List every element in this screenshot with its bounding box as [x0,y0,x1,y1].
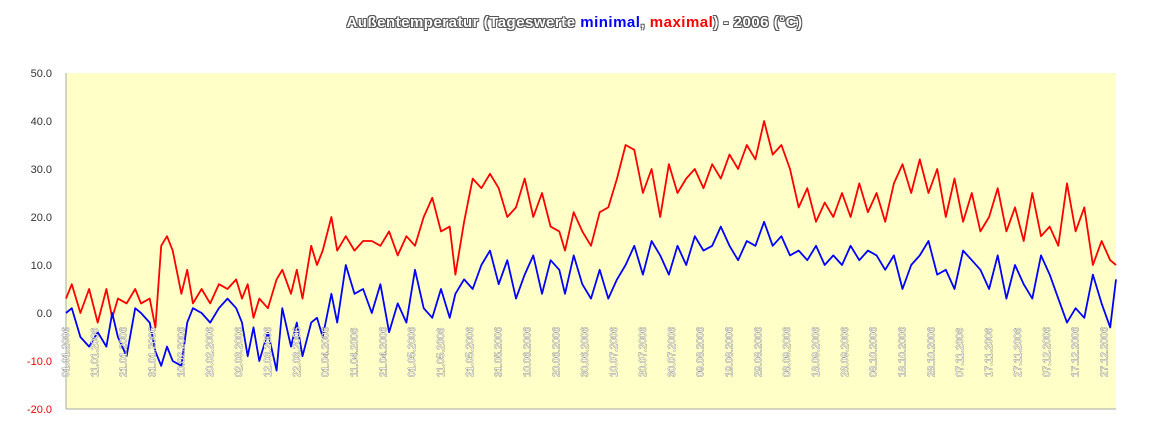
x-tick-label: 17.11.2006 [984,327,995,377]
x-tick-label: 20.02.2006 [205,327,216,377]
plot-area [66,73,1116,409]
x-tick-label: 30.06.2006 [580,327,591,377]
x-tick-label: 11.04.2006 [349,327,360,377]
x-tick-label: 08.09.2006 [782,327,793,377]
chart-title-min-word: minimal [580,14,641,31]
x-tick-label: 28.10.2006 [926,327,937,377]
y-tick-label: 50.0 [31,68,52,80]
x-tick-label: 21.01.2006 [119,327,130,377]
x-tick-label: 21.04.2006 [378,327,389,377]
x-tick-label: 20.07.2006 [638,327,649,377]
x-tick-label: 01.05.2006 [407,327,418,377]
x-tick-label: 18.10.2006 [898,327,909,377]
x-tick-label: 07.11.2006 [955,327,966,377]
chart-title-separator: , [640,14,650,31]
x-tick-label: 22.03.2006 [292,327,303,377]
y-tick-label: 0.0 [37,308,52,320]
x-tick-label: 20.06.2006 [551,327,562,377]
x-tick-label: 09.08.2006 [696,327,707,377]
x-tick-label: 11.05.2006 [436,327,447,377]
x-tick-label: 10.06.2006 [523,327,534,377]
chart-title-max-word: maximal [649,14,714,31]
y-tick-label: 40.0 [31,116,52,128]
series-layer [65,120,1117,372]
y-tick-label: 10.0 [31,260,52,272]
x-tick-label: 10.02.2006 [176,327,187,377]
x-tick-label: 07.12.2006 [1042,327,1053,377]
x-tick-label: 02.03.2006 [234,327,245,377]
series-line-max [65,120,1117,329]
x-tick-label: 31.05.2006 [494,327,505,377]
chart-title-part2: ) - 2006 (°C) [713,14,803,31]
x-tick-label: 01.04.2006 [321,327,332,377]
y-tick-label: -10.0 [27,356,52,368]
x-tick-label: 08.10.2006 [869,327,880,377]
chart-title: Außentemperatur (Tageswerte minimal, max… [0,14,1149,31]
x-tick-label: 29.08.2006 [753,327,764,377]
x-tick-label: 31.01.2006 [148,327,159,377]
x-tick-label: 18.09.2006 [811,327,822,377]
x-tick-label: 28.09.2006 [840,327,851,377]
y-tick-labels: 50.0 40.0 30.0 20.0 10.0 0.0 -10.0 -20.0 [27,68,52,416]
x-tick-label: 21.05.2006 [465,327,476,377]
y-tick-label: 20.0 [31,212,52,224]
y-tick-label: -20.0 [27,404,52,416]
x-tick-label: 19.08.2006 [724,327,735,377]
x-tick-label: 10.07.2006 [609,327,620,377]
x-tick-label: 27.11.2006 [1013,327,1024,377]
x-tick-label: 11.01.2006 [90,327,101,377]
x-tick-label: 30.07.2006 [667,327,678,377]
x-tick-label: 12.03.2006 [263,327,274,377]
y-tick-label: 30.0 [31,164,52,176]
x-tick-labels: 01.01.2006 11.01.2006 21.01.2006 31.01.2006… [61,326,1111,377]
x-tick-label: 01.01.2006 [61,327,72,377]
chart-title-part1: Außentemperatur (Tageswerte [346,14,581,31]
x-tick-label: 27.12.2006 [1099,327,1110,377]
x-tick-label: 17.12.2006 [1071,327,1082,377]
series-line-min [65,220,1117,372]
